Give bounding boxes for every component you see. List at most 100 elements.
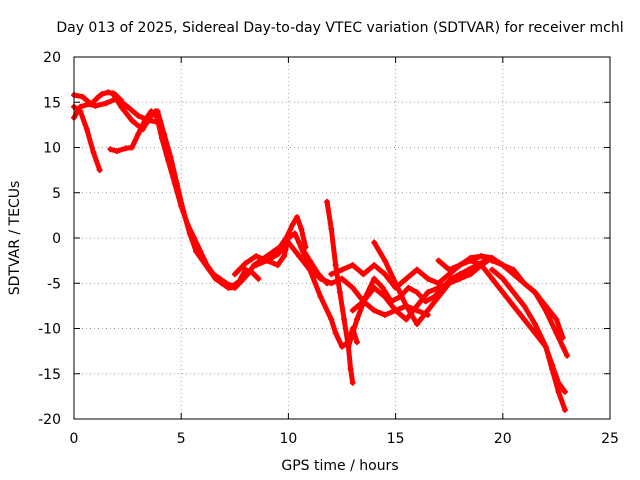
- data-point: [349, 379, 356, 386]
- data-point: [171, 180, 178, 187]
- data-point: [478, 253, 485, 260]
- data-point: [414, 321, 420, 327]
- data-point: [148, 112, 155, 119]
- data-point: [236, 278, 243, 285]
- x-axis-title: GPS time / hours: [281, 458, 398, 474]
- data-point: [296, 253, 303, 260]
- data-point: [392, 280, 399, 287]
- data-point: [559, 343, 566, 350]
- data-point: [489, 275, 496, 282]
- data-point: [414, 302, 420, 309]
- data-point: [489, 257, 496, 264]
- data-point: [298, 225, 305, 232]
- data-point: [178, 203, 185, 210]
- y-tick-label: 20: [43, 50, 61, 66]
- data-point: [521, 316, 528, 323]
- y-tick-label: 5: [52, 186, 61, 202]
- data-point: [264, 257, 270, 264]
- data-point: [553, 316, 560, 323]
- data-point: [113, 148, 120, 155]
- x-tick-label: 20: [494, 431, 512, 447]
- data-point: [86, 101, 92, 108]
- data-point: [542, 302, 549, 309]
- data-point: [306, 266, 313, 273]
- data-point: [339, 343, 345, 350]
- data-point: [128, 144, 135, 151]
- data-point: [424, 289, 431, 296]
- y-tick-label: 0: [52, 231, 61, 247]
- data-point: [354, 339, 360, 346]
- data-point: [381, 271, 388, 278]
- data-point: [499, 262, 506, 269]
- data-point: [349, 284, 356, 291]
- data-point: [96, 167, 103, 174]
- data-point: [379, 284, 386, 291]
- data-point: [542, 343, 549, 350]
- series-track-18: [478, 253, 566, 341]
- data-point: [274, 251, 281, 258]
- x-tick-label: 15: [387, 431, 405, 447]
- data-point: [435, 293, 442, 300]
- chart-title: Day 013 of 2025, Sidereal Day-to-day VTE…: [56, 20, 623, 36]
- data-point: [381, 257, 388, 264]
- data-point: [465, 266, 472, 273]
- data-point: [77, 103, 84, 110]
- data-point: [499, 289, 506, 296]
- data-point: [478, 262, 485, 269]
- series-track-14: [371, 239, 453, 327]
- data-point: [328, 225, 335, 232]
- data-point: [135, 112, 142, 119]
- data-point: [403, 316, 410, 323]
- data-point: [360, 271, 367, 278]
- data-point: [92, 102, 99, 109]
- data-point: [414, 289, 420, 296]
- data-point: [392, 307, 399, 314]
- data-point: [424, 307, 431, 314]
- data-point: [435, 284, 442, 291]
- data-point: [274, 262, 281, 269]
- data-point: [446, 266, 453, 273]
- data-point: [191, 235, 198, 241]
- data-point: [332, 262, 339, 269]
- data-point: [107, 146, 114, 153]
- data-point: [83, 126, 90, 133]
- data-point: [231, 271, 238, 278]
- data-series: [71, 89, 571, 413]
- data-point: [229, 283, 236, 289]
- data-point: [296, 239, 303, 246]
- data-point: [328, 280, 335, 287]
- y-tick-label: 15: [43, 95, 61, 111]
- data-point: [467, 257, 474, 264]
- data-point: [360, 298, 367, 305]
- data-point: [510, 289, 517, 296]
- data-point: [510, 266, 517, 273]
- data-point: [165, 158, 172, 165]
- data-point: [381, 311, 388, 318]
- data-point: [345, 343, 352, 350]
- data-point: [403, 302, 410, 309]
- data-point: [562, 388, 568, 395]
- data-point: [339, 266, 345, 273]
- data-point: [332, 330, 339, 336]
- y-tick-label: -10: [38, 322, 61, 338]
- data-point: [328, 271, 335, 278]
- data-point: [510, 302, 517, 309]
- data-point: [291, 230, 298, 237]
- data-point: [294, 214, 300, 221]
- data-point: [242, 266, 249, 273]
- y-tick-label: 10: [43, 141, 61, 157]
- data-point: [499, 275, 506, 282]
- data-point: [139, 126, 146, 133]
- data-point: [456, 262, 463, 269]
- data-point: [317, 293, 324, 300]
- data-point: [521, 280, 528, 287]
- y-tick-label: -5: [47, 276, 61, 292]
- data-point: [158, 135, 165, 142]
- series-line: [71, 104, 103, 173]
- data-point: [90, 149, 97, 155]
- y-tick-label: -20: [38, 412, 61, 428]
- data-point: [336, 289, 343, 296]
- x-tick-label: 10: [279, 431, 297, 447]
- data-point: [349, 262, 356, 269]
